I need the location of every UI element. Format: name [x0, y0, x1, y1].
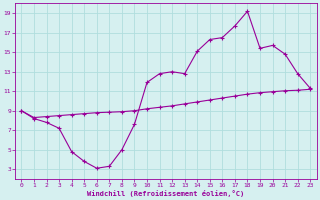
X-axis label: Windchill (Refroidissement éolien,°C): Windchill (Refroidissement éolien,°C): [87, 190, 244, 197]
